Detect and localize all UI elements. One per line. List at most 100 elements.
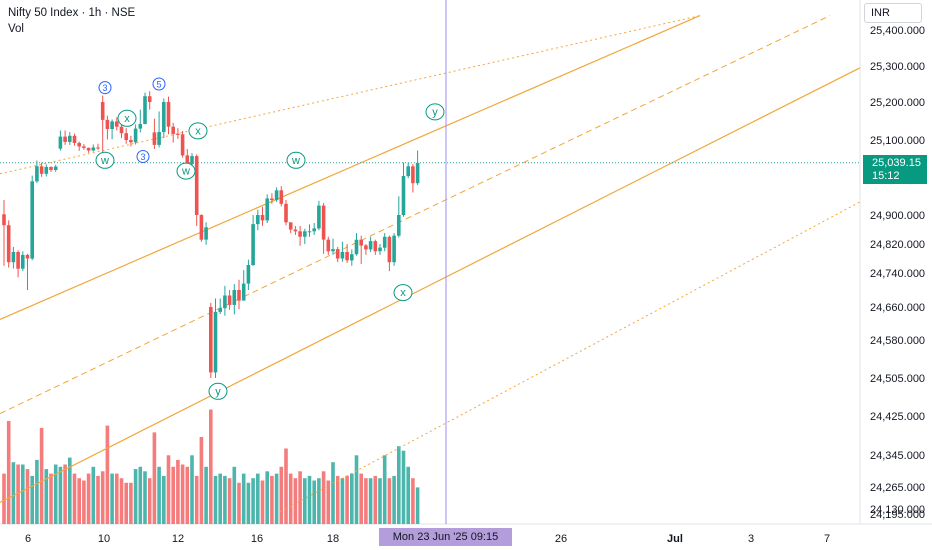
wave-label-circle: [286, 151, 306, 169]
wave-label-circle: [136, 150, 150, 163]
candle-body: [373, 241, 378, 252]
bar-countdown: 15:12: [872, 170, 900, 182]
candle-body: [284, 203, 288, 223]
volume-bar: [147, 478, 152, 524]
volume-bar: [44, 469, 49, 524]
candle: [190, 153, 194, 166]
candle-body: [35, 166, 39, 182]
price-axis-label: 24,425.000: [870, 411, 925, 423]
volume-bar: [350, 473, 354, 524]
candle: [335, 246, 340, 263]
candle: [260, 206, 265, 226]
candle-body: [209, 307, 213, 373]
candle-body: [119, 126, 124, 134]
volume-bar: [368, 478, 373, 524]
volume-label[interactable]: Vol: [8, 23, 24, 35]
candle-body: [256, 215, 260, 225]
candle: [312, 223, 316, 235]
candle: [293, 225, 298, 235]
candle: [86, 147, 91, 153]
volume-bar: [39, 427, 44, 524]
candle-body: [162, 102, 166, 132]
candle-body: [368, 241, 373, 250]
last-price-badge: 25,039.15 15:12: [863, 155, 927, 184]
wave-label-text: w: [181, 166, 190, 178]
candle-body: [317, 205, 321, 229]
candle: [223, 285, 227, 316]
price-axis-label: 25,200.000: [870, 97, 925, 109]
volume-bar: [401, 450, 406, 524]
price-axis-label: 25,300.000: [870, 61, 925, 73]
volume-bar: [204, 466, 208, 524]
candle-body: [72, 135, 77, 143]
volume-bar: [274, 473, 279, 524]
price-axis-label: 24,130.000: [870, 504, 925, 516]
volume-bar: [303, 478, 307, 524]
candle: [63, 130, 67, 145]
candle: [406, 162, 410, 179]
volume-bar: [307, 475, 312, 524]
candle-body: [25, 254, 30, 259]
candle-body: [331, 249, 335, 252]
candle-body: [227, 295, 232, 305]
channel-line-lower: [0, 67, 861, 503]
time-axis-label: 16: [251, 533, 263, 545]
volume-bar: [129, 482, 133, 524]
candle: [16, 250, 20, 278]
candle-body: [204, 227, 208, 240]
candle: [237, 279, 241, 310]
volume-bar: [119, 478, 124, 524]
volume-bar: [406, 466, 410, 524]
candle-body: [166, 102, 171, 127]
candle-body: [335, 249, 340, 259]
price-axis-label: 24,660.000: [870, 302, 925, 314]
candle: [209, 302, 213, 378]
candle: [331, 238, 335, 255]
candle-body: [237, 290, 241, 301]
volume-bar: [237, 482, 241, 524]
volume-bar: [72, 473, 77, 524]
candle: [326, 236, 331, 255]
volume-bar: [21, 464, 25, 524]
volume-bar: [317, 478, 321, 524]
candle: [143, 92, 147, 125]
volume-bar: [25, 469, 30, 524]
candle-body: [152, 132, 157, 145]
candle-body: [213, 311, 218, 373]
candle: [411, 164, 415, 193]
candle-body: [265, 198, 269, 221]
candle-body: [16, 252, 20, 269]
candle-body: [49, 167, 53, 170]
wave-label-text: w: [100, 155, 109, 167]
candle: [204, 222, 208, 245]
candle: [180, 130, 185, 158]
candle-body: [124, 133, 128, 140]
candle: [171, 122, 175, 143]
candle-body: [176, 133, 180, 135]
candle: [270, 193, 274, 204]
wave-label: x: [117, 109, 137, 127]
price-axis-label: 24,580.000: [870, 335, 925, 347]
candle-body: [415, 162, 420, 184]
candle: [397, 196, 401, 238]
time-axis-label: 26: [555, 533, 567, 545]
candle-body: [312, 228, 316, 232]
candle: [340, 241, 345, 262]
candle: [378, 244, 382, 255]
symbol-title[interactable]: Nifty 50 Index · 1h · NSE: [8, 7, 136, 19]
currency-button[interactable]: INR: [864, 3, 922, 23]
candle: [274, 187, 279, 202]
volume-bar: [199, 437, 204, 524]
volume-bar: [265, 471, 269, 524]
candle: [176, 128, 180, 139]
time-axis-label: 6: [25, 533, 31, 545]
candle-body: [115, 121, 119, 127]
price-axis-label: 25,400.000: [870, 25, 925, 37]
candle: [251, 215, 255, 266]
candle-body: [411, 166, 415, 184]
volume-bar: [326, 480, 331, 524]
wave-label-circle: [176, 162, 196, 180]
candle: [382, 233, 387, 252]
volume-bar: [251, 478, 255, 524]
